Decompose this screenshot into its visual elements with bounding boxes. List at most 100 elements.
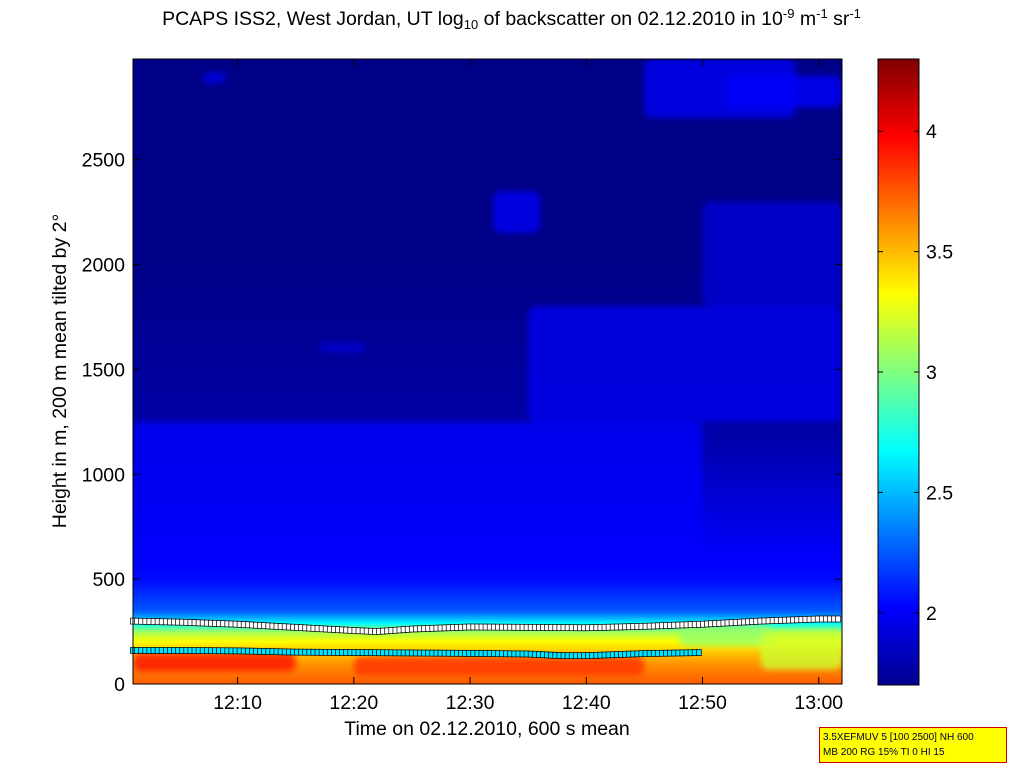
colorbar-ticks: 2 2.5 3 3.5 4 — [878, 121, 953, 625]
heatmap-band — [133, 119, 842, 123]
heatmap-band — [133, 260, 842, 264]
heatmap-band — [133, 121, 842, 125]
heatmap-patch — [133, 652, 296, 672]
heatmap-band — [133, 165, 842, 169]
heatmap-band — [133, 126, 842, 129]
heatmap-band — [133, 321, 842, 324]
heatmap-band — [133, 621, 842, 624]
heatmap-band — [133, 562, 842, 566]
heatmap-patch — [202, 71, 226, 85]
heatmap-band — [133, 614, 842, 618]
heatmap-band — [133, 402, 842, 406]
heatmap-band — [133, 61, 842, 64]
info-line-1: 3.5XEFMUV 5 [100 2500] NH 600 — [823, 732, 974, 743]
heatmap-band — [133, 117, 842, 121]
heatmap-band — [133, 572, 842, 576]
heatmap-band — [133, 65, 842, 68]
heatmap-band — [133, 262, 842, 266]
heatmap-band — [133, 635, 842, 639]
heatmap-band — [133, 109, 842, 113]
heatmap-band — [133, 272, 842, 276]
heatmap-band — [133, 75, 842, 79]
heatmap-band — [133, 644, 842, 647]
heatmap-band — [133, 270, 842, 274]
colorbar-tick-label: 3 — [926, 362, 937, 384]
heatmap-band — [133, 182, 842, 186]
heatmap-band — [133, 593, 842, 597]
heatmap-band — [133, 329, 842, 333]
layer-marker — [835, 615, 842, 623]
heatmap-band — [133, 163, 842, 167]
heatmap-band — [133, 147, 842, 150]
heatmap — [133, 59, 842, 684]
heatmap-band — [133, 583, 842, 587]
heatmap-patch — [760, 631, 842, 670]
heatmap-band — [133, 327, 842, 331]
heatmap-band — [133, 235, 842, 238]
info-line-2: MB 200 RG 15% TI 0 HI 15 — [823, 747, 945, 758]
heatmap-band — [133, 249, 842, 253]
heatmap-band — [133, 369, 842, 373]
heatmap-band — [133, 287, 842, 291]
heatmap-band — [133, 237, 842, 240]
heatmap-band — [133, 602, 842, 605]
colorbar-tick-label: 2.5 — [926, 482, 953, 504]
heatmap-band — [133, 88, 842, 92]
heatmap-band — [133, 168, 842, 171]
heatmap-band — [133, 361, 842, 364]
plot-frame — [132, 58, 843, 685]
colorbar-tick-label: 2 — [926, 603, 937, 625]
heatmap-band — [133, 151, 842, 154]
heatmap-patch — [528, 306, 842, 422]
heatmap-band — [133, 82, 842, 85]
heatmap-band — [133, 639, 842, 643]
heatmap-band — [133, 310, 842, 314]
y-tick-label: 1500 — [82, 359, 126, 381]
heatmap-band — [133, 285, 842, 289]
heatmap-band — [133, 581, 842, 584]
heatmap-band — [133, 400, 842, 404]
heatmap-band — [133, 618, 842, 622]
heatmap-band — [133, 398, 842, 402]
heatmap-band — [133, 306, 842, 310]
heatmap-band — [133, 98, 842, 102]
heatmap-band — [133, 574, 842, 578]
heatmap-band — [133, 105, 842, 108]
heatmap-band — [133, 350, 842, 354]
heatmap-band — [133, 90, 842, 94]
heatmap-band — [133, 340, 842, 343]
heatmap-band — [133, 679, 842, 683]
heatmap-band — [133, 279, 842, 282]
heatmap-band — [133, 629, 842, 633]
heatmap-band — [133, 251, 842, 255]
heatmap-band — [133, 390, 842, 394]
heatmap-band — [133, 69, 842, 73]
heatmap-band — [133, 86, 842, 89]
heatmap-band — [133, 205, 842, 209]
heatmap-band — [133, 203, 842, 207]
heatmap-band — [133, 346, 842, 350]
heatmap-band — [133, 589, 842, 593]
heatmap-band — [133, 560, 842, 563]
heatmap-band — [133, 566, 842, 570]
processing-info-box: 3.5XEFMUV 5 [100 2500] NH 600 MB 200 RG … — [819, 727, 1007, 763]
heatmap-band — [133, 409, 842, 412]
heatmap-band — [133, 268, 842, 272]
heatmap-band — [133, 130, 842, 134]
heatmap-band — [133, 564, 842, 568]
heatmap-band — [133, 210, 842, 213]
heatmap-band — [133, 377, 842, 381]
heatmap-band — [133, 77, 842, 81]
heatmap-band — [133, 226, 842, 230]
y-axis: 0 500 1000 1500 2000 2500 — [82, 150, 842, 696]
heatmap-band — [133, 308, 842, 312]
heatmap-band — [133, 358, 842, 362]
heatmap-band — [133, 178, 842, 182]
heatmap-band — [133, 677, 842, 681]
heatmap-patch — [353, 656, 645, 676]
heatmap-band — [133, 277, 842, 280]
heatmap-band — [133, 157, 842, 161]
heatmap-band — [133, 612, 842, 616]
heatmap-band — [133, 113, 842, 117]
